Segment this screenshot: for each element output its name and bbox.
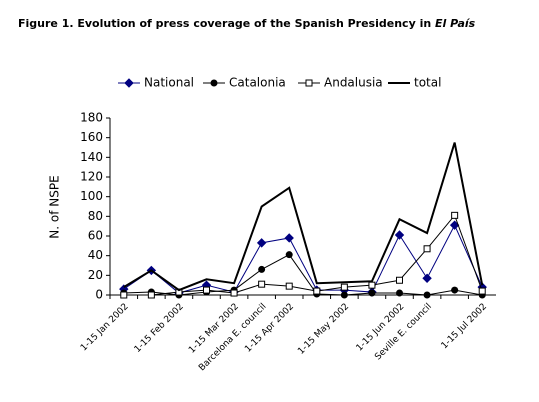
legend-marker xyxy=(210,79,218,87)
x-tick-label: 1-15 Jul 2002 xyxy=(440,302,489,351)
x-tick-label: 1-15 Apr 2002 xyxy=(243,302,296,355)
x-tick-label: 1-15 Jun 2002 xyxy=(355,302,407,354)
series-line xyxy=(123,214,483,296)
title-italic: El País xyxy=(435,17,476,30)
x-tick-label: 1-15 May 2002 xyxy=(296,302,351,357)
data-point xyxy=(422,273,432,283)
data-point xyxy=(368,281,376,289)
legend-label: Catalonia xyxy=(229,76,286,90)
data-point xyxy=(203,286,210,294)
x-tick-label: 1-15 Feb 2002 xyxy=(133,302,186,355)
chart-title: Figure 1. Evolution of press coverage of… xyxy=(18,17,476,30)
legend-label: Andalusia xyxy=(324,76,383,90)
y-axis-label: N. of NSPE xyxy=(48,175,62,238)
data-point xyxy=(451,286,459,294)
x-tick-label: 1-15 Jan 2002 xyxy=(79,302,131,354)
x-tick-label: 1-15 Mar 2002 xyxy=(187,302,241,356)
data-point xyxy=(258,280,266,288)
data-point xyxy=(423,291,431,299)
data-point xyxy=(285,251,293,259)
data-point xyxy=(451,211,459,219)
data-point xyxy=(368,289,376,297)
data-point xyxy=(396,276,403,284)
data-point xyxy=(394,230,405,240)
y-tick-label: 100 xyxy=(80,189,103,203)
series-line xyxy=(123,254,483,296)
title-text: Figure 1. Evolution of press coverage of… xyxy=(18,17,431,30)
y-tick-label: 80 xyxy=(88,209,103,223)
data-point xyxy=(423,245,431,253)
data-point xyxy=(340,283,348,291)
data-point xyxy=(478,287,486,295)
data-point xyxy=(313,287,321,295)
data-point xyxy=(285,282,293,290)
y-tick-label: 140 xyxy=(80,150,103,164)
y-tick-label: 40 xyxy=(88,248,103,262)
legend-marker xyxy=(305,79,313,87)
legend-label: National xyxy=(144,76,194,90)
legend-marker xyxy=(124,78,134,88)
data-point xyxy=(147,291,155,299)
data-point xyxy=(256,238,267,248)
y-tick-label: 60 xyxy=(88,229,103,243)
data-point xyxy=(284,233,294,243)
data-point xyxy=(230,289,238,297)
data-point xyxy=(340,291,348,299)
y-tick-label: 120 xyxy=(80,170,103,184)
y-tick-label: 0 xyxy=(95,288,103,302)
y-tick-label: 180 xyxy=(80,111,103,125)
data-point xyxy=(396,289,403,297)
legend-label: total xyxy=(414,76,441,90)
series-line xyxy=(123,142,484,292)
y-tick-label: 160 xyxy=(80,130,103,144)
data-point xyxy=(258,265,266,273)
data-point xyxy=(120,291,128,299)
y-tick-label: 20 xyxy=(88,268,103,282)
